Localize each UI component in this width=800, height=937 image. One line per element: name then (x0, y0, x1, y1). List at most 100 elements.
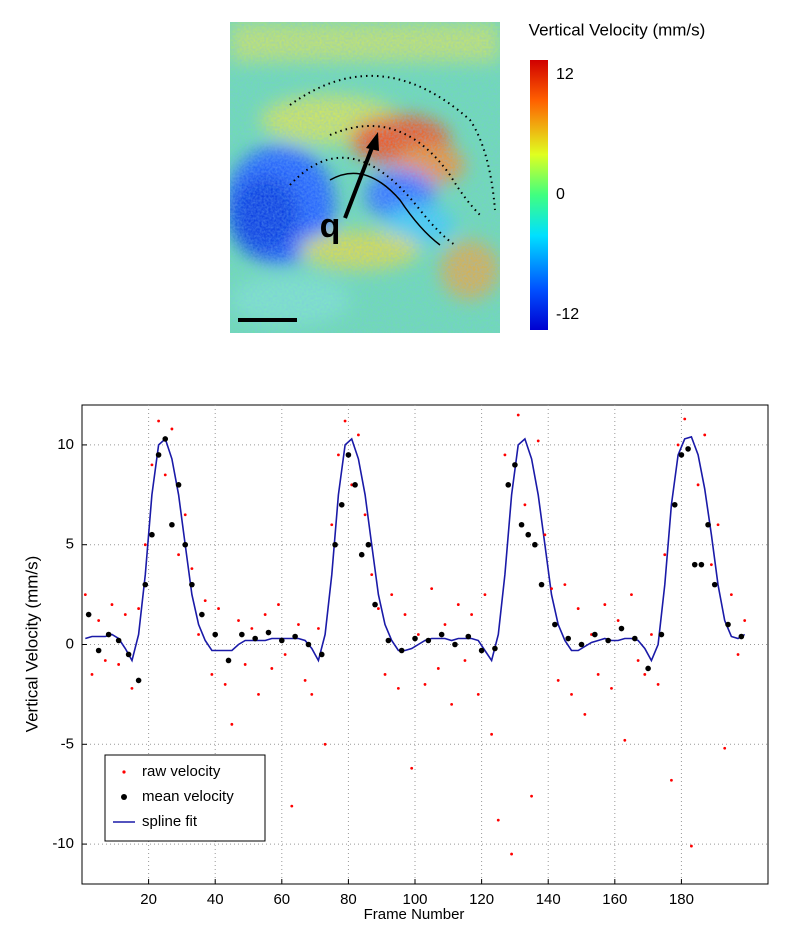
mean-point (578, 641, 585, 648)
raw-point (190, 567, 194, 571)
mean-point (605, 637, 611, 644)
raw-point (243, 663, 247, 666)
mean-point (125, 651, 132, 658)
raw-point (263, 613, 267, 616)
raw-point (270, 667, 274, 670)
colorbar (530, 60, 548, 330)
raw-point (716, 523, 720, 527)
y-tick-label: -5 (61, 735, 74, 752)
raw-point (410, 766, 414, 770)
raw-point (343, 419, 347, 423)
raw-point (337, 453, 340, 457)
raw-point (510, 852, 513, 856)
raw-point (470, 613, 474, 616)
mean-point (518, 521, 525, 528)
raw-point (257, 692, 260, 696)
mean-point (691, 561, 698, 568)
raw-point (290, 804, 294, 808)
mean-point (115, 637, 122, 644)
mean-point (645, 665, 651, 672)
raw-point (237, 619, 240, 622)
raw-point (83, 593, 87, 597)
raw-point (396, 687, 400, 690)
y-tick-label: 5 (66, 536, 74, 553)
mean-point (552, 621, 558, 628)
y-axis-label: Vertical Velocity (mm/s) (22, 556, 41, 733)
raw-point (197, 633, 200, 636)
raw-point (690, 844, 693, 848)
x-tick-label: 20 (140, 891, 157, 908)
raw-point (463, 659, 467, 662)
mean-point (225, 657, 232, 664)
mean-point (239, 631, 245, 638)
mean-point (385, 637, 392, 644)
raw-point (183, 513, 187, 517)
raw-point (650, 633, 653, 636)
mean-point (169, 521, 175, 528)
raw-point (583, 712, 587, 716)
mean-point (592, 631, 598, 638)
raw-point (403, 613, 407, 616)
raw-point (90, 673, 94, 676)
mean-point (265, 629, 272, 636)
velocity-map (230, 22, 500, 333)
raw-point (330, 523, 334, 527)
raw-point (570, 692, 573, 696)
raw-point (636, 659, 640, 662)
spline-line (85, 435, 746, 663)
mean-point (725, 621, 731, 628)
raw-point (536, 439, 540, 443)
mean-point (465, 633, 472, 640)
raw-point (523, 503, 527, 507)
raw-point (630, 593, 633, 597)
raw-point (476, 692, 480, 696)
mean-point (252, 635, 258, 642)
mean-point (492, 645, 498, 652)
mean-point (149, 531, 155, 538)
mean-point (212, 631, 219, 638)
x-tick-label: 140 (536, 891, 561, 908)
raw-point (616, 619, 620, 622)
raw-point (450, 702, 454, 706)
raw-point (723, 746, 727, 750)
mean-point (438, 631, 445, 638)
raw-point (490, 732, 494, 736)
raw-point (483, 593, 487, 597)
mean-point (189, 581, 195, 588)
raw-point (177, 553, 180, 557)
y-tick-label: 10 (57, 436, 74, 453)
raw-point (317, 627, 320, 630)
raw-point (383, 673, 387, 676)
raw-point (97, 619, 101, 622)
mean-point (155, 452, 162, 458)
mean-point (512, 462, 518, 468)
mean-point (352, 482, 358, 488)
raw-point (543, 533, 547, 537)
legend-label: mean velocity (142, 788, 234, 805)
raw-point (356, 433, 360, 437)
legend-label: raw velocity (142, 763, 221, 780)
raw-point (150, 463, 154, 467)
raw-point (743, 619, 747, 622)
mean-point (398, 647, 405, 654)
raw-point (430, 587, 434, 591)
raw-point (676, 443, 680, 447)
raw-point (303, 679, 307, 682)
mean-point (618, 625, 625, 632)
raw-point (623, 738, 627, 742)
raw-point (530, 794, 533, 798)
raw-point (436, 667, 440, 670)
mean-point (425, 637, 432, 644)
x-tick-label: 120 (469, 891, 494, 908)
raw-point (703, 433, 707, 437)
raw-point (283, 653, 287, 656)
mean-point (279, 637, 285, 644)
mean-point (532, 541, 538, 548)
raw-point (250, 627, 254, 630)
raw-point (230, 722, 234, 726)
raw-point (696, 483, 700, 487)
raw-point (729, 593, 733, 597)
legend-box (104, 754, 266, 842)
mean-point (135, 677, 142, 684)
mean-point (332, 541, 338, 548)
